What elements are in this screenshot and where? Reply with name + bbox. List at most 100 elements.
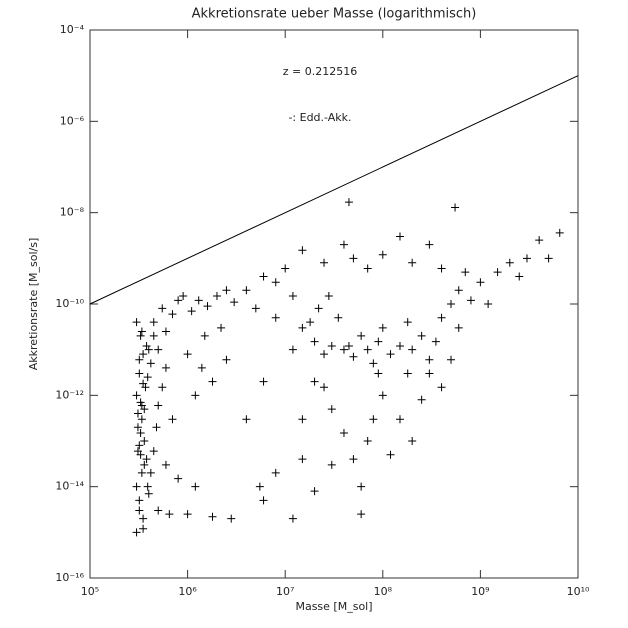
scatter-point	[395, 415, 404, 424]
scatter-point	[544, 254, 553, 263]
scatter-point	[466, 296, 475, 305]
scatter-point	[395, 342, 404, 351]
scatter-point	[158, 383, 167, 392]
scatter-point	[165, 510, 174, 519]
scatter-point	[437, 264, 446, 273]
scatter-point	[208, 377, 217, 386]
scatter-point	[324, 291, 333, 300]
scatter-point	[222, 286, 231, 295]
scatter-point	[403, 369, 412, 378]
scatter-point	[139, 350, 148, 359]
scatter-point	[298, 323, 307, 332]
scatter-point	[349, 254, 358, 263]
scatter-point	[191, 482, 200, 491]
scatter-point	[408, 437, 417, 445]
scatter-point	[137, 415, 146, 424]
scatter-point	[154, 401, 163, 410]
scatter-point	[334, 313, 343, 322]
scatter-point	[242, 415, 251, 424]
scatter-point	[149, 331, 158, 340]
scatter-point	[133, 447, 142, 456]
scatter-point	[149, 318, 158, 327]
scatter-point	[339, 428, 348, 437]
scatter-point	[251, 304, 260, 313]
scatter-point	[161, 363, 170, 372]
scatter-point	[339, 240, 348, 249]
scatter-point	[140, 460, 149, 469]
scatter-point	[271, 278, 280, 287]
scatter-point	[437, 383, 446, 392]
scatter-point	[493, 268, 502, 277]
scatter-point	[135, 506, 144, 515]
y-tick-label: 10⁻¹⁶	[55, 571, 84, 584]
scatter-point	[306, 318, 315, 327]
scatter-point	[451, 203, 460, 212]
scatter-point	[344, 342, 353, 351]
y-axis-label: Akkretionsrate [M_sol/s]	[27, 238, 40, 370]
scatter-point	[484, 300, 493, 308]
scatter-point	[425, 240, 434, 249]
scatter-point	[403, 318, 412, 327]
scatter-point	[183, 350, 192, 359]
scatter-point	[357, 331, 366, 340]
scatter-point	[139, 524, 148, 533]
scatter-point	[425, 369, 434, 378]
scatter-point	[431, 337, 440, 346]
scatter-point	[281, 264, 290, 273]
scatter-point	[146, 359, 155, 368]
scatter-point	[298, 415, 307, 424]
scatter-point	[378, 250, 387, 259]
scatter-point	[136, 398, 145, 407]
y-tick-label: 10⁻⁸	[60, 206, 85, 219]
scatter-point	[242, 286, 251, 295]
scatter-point	[133, 423, 142, 432]
scatter-point	[158, 304, 167, 313]
scatter-point	[179, 291, 188, 300]
scatter-point	[310, 377, 319, 386]
scatter-point	[408, 258, 417, 267]
scatter-point	[136, 331, 145, 340]
chart-title: Akkretionsrate ueber Masse (logarithmisc…	[192, 7, 477, 22]
scatter-point	[271, 468, 280, 477]
scatter-point	[161, 460, 170, 469]
x-tick-label: 10⁸	[374, 585, 393, 598]
scatter-point	[310, 487, 319, 496]
scatter-point	[133, 409, 142, 418]
x-axis-label: Masse [M_sol]	[295, 600, 372, 613]
y-tick-label: 10⁻⁶	[60, 114, 85, 127]
scatter-point	[271, 313, 280, 322]
scatter-point	[437, 313, 446, 322]
scatter-point	[222, 355, 231, 364]
scatter-point	[132, 391, 141, 400]
scatter-point	[447, 355, 456, 364]
scatter-point	[535, 236, 544, 245]
scatter-point	[386, 350, 395, 359]
scatter-point	[310, 337, 319, 346]
scatter-point	[461, 268, 470, 277]
scatter-point	[259, 272, 268, 281]
scatter-point	[298, 455, 307, 464]
scatter-point	[363, 264, 372, 273]
scatter-point	[194, 296, 203, 305]
scatter-point	[363, 437, 372, 445]
scatter-point	[135, 441, 144, 450]
scatter-point	[349, 352, 358, 361]
scatter-point	[447, 300, 456, 308]
scatter-point	[139, 514, 148, 523]
scatter-point	[135, 496, 144, 505]
scatter-point	[374, 369, 383, 378]
scatter-point	[344, 198, 353, 207]
scatter-point	[200, 331, 209, 340]
scatter-point	[555, 228, 564, 237]
scatter-point	[135, 355, 144, 364]
x-tick-label: 10⁷	[276, 585, 294, 598]
scatter-point	[154, 506, 163, 515]
annotation: -: Edd.-Akk.	[288, 111, 351, 124]
scatter-point	[357, 482, 366, 491]
scatter-point	[143, 482, 152, 491]
scatter-point	[132, 482, 141, 491]
y-tick-label: 10⁻⁴	[60, 23, 85, 36]
scatter-point	[197, 363, 206, 372]
y-tick-label: 10⁻¹⁰	[55, 297, 84, 310]
